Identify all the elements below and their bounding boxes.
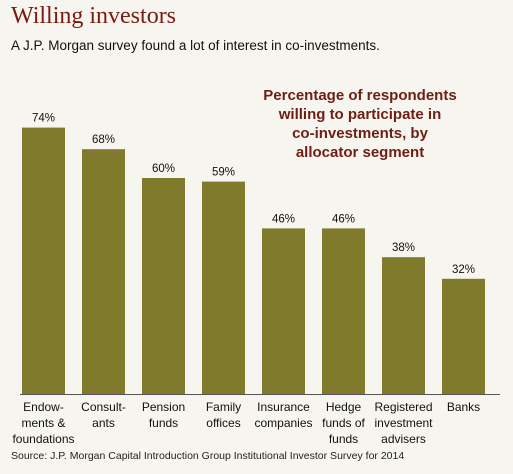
chart-subtitle: A J.P. Morgan survey found a lot of inte… [11, 38, 380, 53]
data-label: 59% [212, 167, 235, 179]
annotation-line: allocator segment [295, 144, 425, 161]
category-label: funds of [322, 416, 365, 430]
bar [142, 178, 185, 394]
bar [442, 278, 485, 394]
data-label: 38% [392, 242, 415, 254]
category-label: advisers [381, 432, 426, 446]
source-note: Source: J.P. Morgan Capital Introduction… [11, 450, 405, 462]
category-label: funds [329, 432, 358, 446]
data-label: 60% [152, 163, 175, 175]
data-label: 68% [92, 134, 115, 146]
category-label: Insurance [257, 400, 310, 414]
category-label: Pension [142, 400, 185, 414]
bar [202, 181, 245, 394]
category-label: ants [92, 416, 115, 430]
category-label: Consult- [81, 400, 126, 414]
category-label: foundations [12, 432, 74, 446]
bar [22, 127, 65, 394]
category-label: Banks [447, 400, 480, 414]
category-label: Family [206, 400, 241, 414]
annotation-line: willing to participate in [278, 106, 442, 123]
bar [322, 228, 365, 394]
category-label: companies [254, 416, 312, 430]
data-label: 46% [272, 213, 295, 225]
data-label: 74% [32, 113, 55, 125]
data-label: 32% [452, 264, 475, 276]
data-label: 46% [332, 213, 355, 225]
annotation-line: co-investments, by [292, 125, 428, 142]
chart-annotation: Percentage of respondents willing to par… [248, 86, 472, 162]
bar [82, 149, 125, 394]
category-label: ments & [21, 416, 65, 430]
category-label: funds [149, 416, 178, 430]
bar [382, 257, 425, 394]
chart-title: Willing investors [11, 3, 177, 29]
category-label: Hedge [326, 400, 362, 414]
bar [262, 228, 305, 394]
annotation-line: Percentage of respondents [263, 87, 457, 104]
category-label: Endow- [23, 400, 64, 414]
category-label: Registered [374, 400, 432, 414]
category-label: investment [374, 416, 433, 430]
category-label: offices [206, 416, 240, 430]
